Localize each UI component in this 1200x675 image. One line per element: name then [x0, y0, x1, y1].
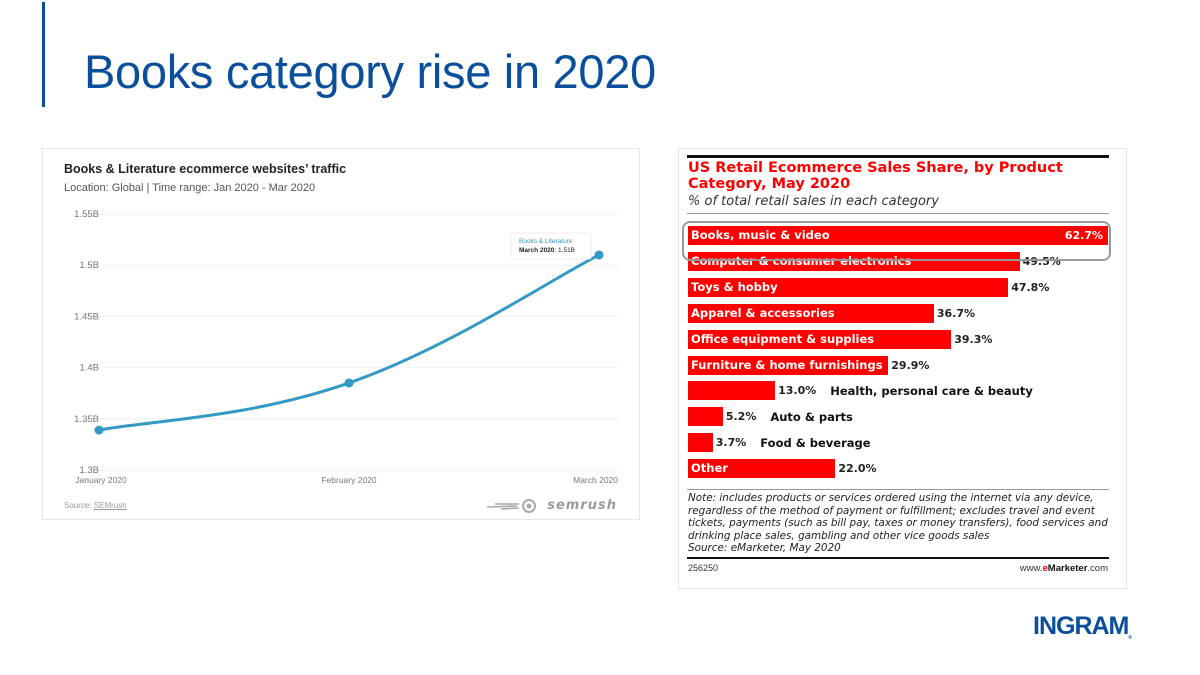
bar-category-label: Other: [691, 461, 728, 476]
y-tick-label: 1.35B: [74, 414, 99, 425]
traffic-line-chart: 1.3B 1.35B 1.4B 1.45B 1.5B 1.55B January 2020 F…: [74, 209, 619, 485]
y-tick-label: 1.45B: [74, 311, 99, 322]
bar-value-label: 36.7%: [936, 306, 975, 320]
x-tick-label: February 2020: [321, 475, 377, 485]
traffic-chart-card: 1.3B 1.35B 1.4B 1.45B 1.5B 1.55B January 2020 F…: [42, 148, 640, 520]
x-tick-label: January 2020: [75, 475, 127, 485]
site-e: e: [1042, 563, 1048, 574]
emarketer-site[interactable]: www.eMarketer.com: [1020, 563, 1108, 574]
bar-value-label: 62.7%: [1064, 229, 1103, 242]
bar-row: Office equipment & supplies 39.3%: [688, 329, 993, 349]
slide-title: Books category rise in 2020: [84, 45, 656, 98]
bar-value-label: 22.0%: [838, 462, 877, 476]
bar: Office equipment & supplies: [688, 329, 952, 349]
semrush-logo: semrush: [487, 498, 617, 513]
bar-row: Furniture & home furnishings 29.9%: [688, 355, 930, 375]
note-source: Source: eMarketer, May 2020: [688, 542, 841, 555]
semrush-fireball-icon: [487, 498, 537, 513]
bar-value-label: 5.2%: [725, 410, 757, 424]
bar: Furniture & home furnishings: [688, 355, 889, 375]
sales-chart-subtitle: % of total retail sales in each category: [688, 194, 939, 209]
sales-share-chart-card: US Retail Ecommerce Sales Share, by Prod…: [678, 148, 1127, 589]
traffic-chart-subtitle: Location: Global | Time range: Jan 2020 …: [64, 182, 316, 194]
bar: Apparel & accessories: [688, 303, 934, 323]
bar: Other: [688, 459, 836, 479]
ingram-logo: INGRAM®: [1033, 612, 1132, 641]
traffic-chart-title: Books & Literature ecommerce websites’ t…: [64, 162, 347, 176]
series-line-books-literature: [98, 253, 600, 432]
y-tick-label: 1.5B: [79, 260, 99, 271]
bar-row: 3.7% Food & beverage: [688, 433, 871, 453]
bar-value-label: 39.3%: [954, 332, 993, 346]
bar-value-label: 49.5%: [1022, 254, 1061, 268]
y-tick-label: 1.55B: [74, 209, 99, 220]
registered-mark: ®: [1128, 635, 1133, 641]
semrush-wordmark: semrush: [547, 498, 617, 513]
bar-category-label: Apparel & accessories: [691, 305, 835, 320]
source-prefix: Source:: [64, 501, 94, 510]
bar: Books, music & video 62.7%: [688, 226, 1108, 245]
chart-source: Source: SEMrush: [64, 501, 127, 510]
chart-id: 256250: [688, 563, 719, 573]
note-text: Note: includes products or services orde…: [688, 492, 1108, 542]
footer-rule: [687, 557, 1109, 559]
data-point: [94, 425, 104, 435]
bar-row: Books, music & video 62.7%: [688, 226, 1108, 245]
bar-row: 5.2% Auto & parts: [688, 407, 853, 427]
note-rule: [687, 489, 1109, 490]
highlight-callout-box: [682, 221, 1111, 261]
bar-category-label: Furniture & home furnishings: [691, 357, 883, 372]
data-point: [594, 250, 604, 260]
tooltip-series: Books & Literature: [519, 238, 573, 245]
sales-bar-chart: Books, music & video 62.7% Computer & cons…: [679, 149, 1126, 588]
sales-chart-title: US Retail Ecommerce Sales Share, by Prod…: [688, 160, 1063, 192]
header-rule: [687, 213, 1109, 214]
tooltip-box: [510, 232, 592, 260]
bar-category-label: Books, music & video: [691, 228, 830, 242]
bar-row: Apparel & accessories 36.7%: [688, 303, 975, 323]
data-point: [344, 378, 354, 388]
bar-category-label: Food & beverage: [760, 435, 871, 450]
bar-value-label: 29.9%: [891, 358, 930, 372]
site-brand: Marketer: [1047, 563, 1088, 574]
bar-value-label: 3.7%: [715, 436, 747, 450]
bar-category-label: Auto & parts: [770, 409, 853, 424]
y-tick-label: 1.3B: [79, 465, 99, 476]
bar: [688, 407, 723, 427]
bar-category-label: Office equipment & supplies: [691, 331, 875, 346]
bar-row: Toys & hobby 47.8%: [688, 277, 1050, 297]
bar-category-label: Toys & hobby: [691, 279, 778, 294]
bar: [688, 381, 776, 401]
bar-row: Other 22.0%: [688, 459, 877, 479]
bar-category-label: Health, personal care & beauty: [830, 383, 1033, 398]
tooltip: Books & Literature March 2020: 1.51B: [510, 232, 592, 260]
site-prefix: www.: [1019, 563, 1043, 574]
site-suffix: .com: [1087, 563, 1108, 574]
ingram-wordmark: INGRAM: [1033, 612, 1129, 640]
bar-row: 13.0% Health, personal care & beauty: [688, 381, 1033, 401]
chart-note: Note: includes products or services orde…: [688, 492, 1113, 555]
bar: [688, 433, 713, 453]
y-tick-label: 1.4B: [79, 363, 99, 374]
tooltip-value: March 2020: 1.51B: [519, 247, 575, 254]
top-rule: [687, 155, 1109, 158]
bar-value-label: 13.0%: [778, 384, 817, 398]
title-accent-bar: [42, 2, 45, 107]
x-tick-label: March 2020: [573, 475, 618, 485]
bar-value-label: 47.8%: [1011, 280, 1050, 294]
bar: Toys & hobby: [688, 277, 1009, 297]
source-link[interactable]: SEMrush: [93, 501, 127, 510]
